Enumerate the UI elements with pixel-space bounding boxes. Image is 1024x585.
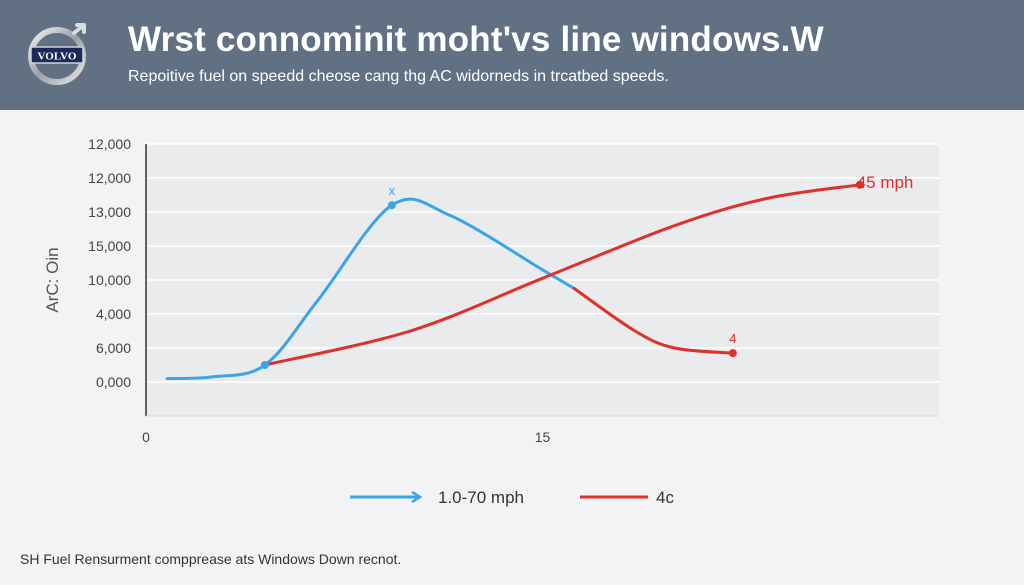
legend-arrow-icon xyxy=(411,490,423,504)
y-tick-label-5: 13,000 xyxy=(88,204,131,220)
data-point-2-0 xyxy=(728,349,737,358)
y-tick-label-0: 0,000 xyxy=(96,374,131,390)
y-tick-label-3: 10,000 xyxy=(88,272,131,288)
data-point-0-1 xyxy=(387,201,396,210)
legend-label-1: 4c xyxy=(656,488,674,507)
x-tick-label-0: 0 xyxy=(142,429,150,445)
series-line-0 xyxy=(165,197,576,381)
page-title: Wrst connominit moht'vs line windows.W xyxy=(128,20,824,59)
header-bar: VOLVO Wrst connominit moht'vs line windo… xyxy=(0,0,1024,110)
x-tick-labels: 0 15 xyxy=(142,429,550,445)
y-tick-label-6: 12,000 xyxy=(88,170,131,186)
volvo-logo-icon: VOLVO xyxy=(26,21,92,87)
footer-note: SH Fuel Rensurment compprease ats Window… xyxy=(20,551,402,567)
x-tick-label-1: 15 xyxy=(535,429,551,445)
y-tick-label-2: 4,000 xyxy=(96,306,131,322)
data-label-1-0: 45 mph xyxy=(857,173,914,192)
data-point-0-0 xyxy=(260,361,269,369)
data-point-1-0 xyxy=(855,180,864,189)
y-tick-labels: 0,000 6,000 4,000 10,000 15,000 13,000 12,000 1… xyxy=(88,136,131,390)
brand-text: VOLVO xyxy=(38,51,77,63)
y-tick-label-7: 12,000 xyxy=(88,136,131,152)
data-markers: x 45 mph 4 xyxy=(260,173,914,369)
data-label-0-1: x xyxy=(389,183,396,198)
y-tick-label-1: 6,000 xyxy=(96,340,131,356)
grid-lines xyxy=(146,143,939,383)
data-label-2-0: 4 xyxy=(729,331,736,346)
series-line-2 xyxy=(572,287,735,355)
series-line-1 xyxy=(263,183,862,367)
legend: 1.0-70 mph 4c xyxy=(350,488,674,507)
y-axis-label: ArC: Oin xyxy=(43,247,62,312)
page-subtitle: Repoitive fuel on speedd cheose cang thg… xyxy=(128,68,669,85)
legend-label-0: 1.0-70 mph xyxy=(438,488,524,507)
y-tick-label-4: 15,000 xyxy=(88,238,131,254)
series-lines xyxy=(165,183,862,381)
